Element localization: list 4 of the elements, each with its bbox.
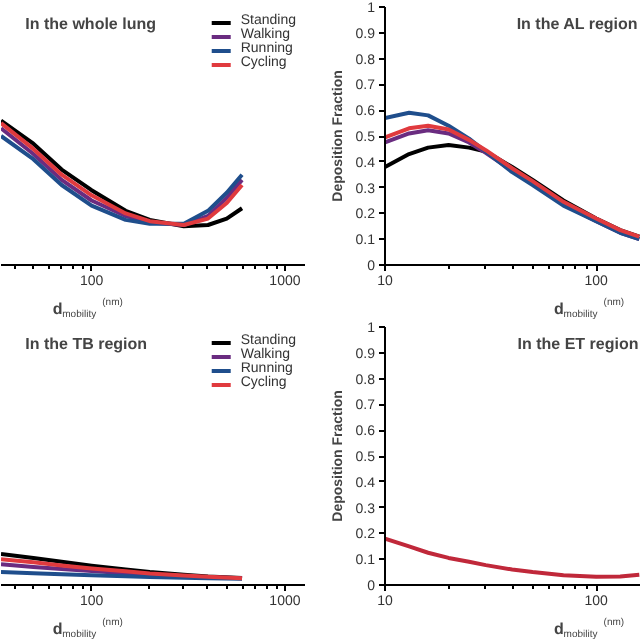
- text: In the TB region: [25, 334, 148, 353]
- text: In the ET region: [517, 334, 639, 353]
- text: In the whole lung: [25, 14, 157, 33]
- text: In the AL region: [516, 14, 638, 33]
